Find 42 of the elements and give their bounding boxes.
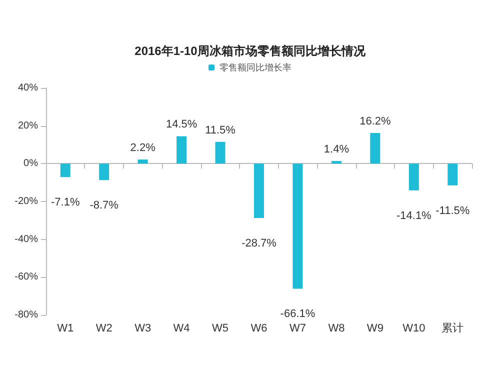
data-label: -8.7% <box>90 200 119 212</box>
bar <box>408 164 419 190</box>
y-tick-label: -40% <box>14 234 38 245</box>
x-tick-label: W7 <box>289 322 306 334</box>
bar <box>292 164 303 289</box>
bar <box>448 164 458 186</box>
y-tick-label: -80% <box>14 310 38 320</box>
bar <box>138 160 148 164</box>
chart-title: 2016年1-10周冰箱市场零售额同比增长情况 <box>134 44 366 58</box>
data-label: 2.2% <box>130 142 156 154</box>
bar <box>99 164 110 180</box>
data-label: -11.5% <box>436 204 470 217</box>
x-tick-label: W4 <box>173 322 190 334</box>
data-label: 1.4% <box>324 144 350 156</box>
x-tick-label: W8 <box>328 322 345 334</box>
x-tick-label: W1 <box>57 322 74 334</box>
legend-label: 零售额同比增长率 <box>220 62 292 72</box>
data-label: -7.1% <box>50 196 80 209</box>
x-tick-label: W9 <box>366 322 384 334</box>
bar <box>331 161 342 164</box>
bar <box>176 136 187 164</box>
bar <box>60 164 70 178</box>
data-label: -66.1% <box>280 308 316 320</box>
y-tick-label: 0% <box>24 158 38 170</box>
x-tick-label: 累计 <box>442 322 464 334</box>
data-label: -28.7% <box>242 237 277 250</box>
data-label: -14.1% <box>396 210 432 222</box>
x-tick-label: W3 <box>134 322 152 334</box>
x-tick-label: W6 <box>250 322 268 334</box>
x-tick-label: W2 <box>96 322 112 334</box>
y-tick-label: 40% <box>18 82 38 94</box>
bar <box>254 164 264 218</box>
data-label: 14.5% <box>166 118 198 131</box>
bar <box>370 133 380 164</box>
x-tick-label: W10 <box>402 322 426 334</box>
x-tick-label: W5 <box>212 322 229 334</box>
y-tick-label: -20% <box>14 196 38 207</box>
bar <box>215 142 226 164</box>
y-tick-label: 20% <box>18 120 38 132</box>
data-label: 16.2% <box>360 116 391 128</box>
y-tick-label: -60% <box>14 272 38 283</box>
data-label: 11.5% <box>205 124 236 136</box>
